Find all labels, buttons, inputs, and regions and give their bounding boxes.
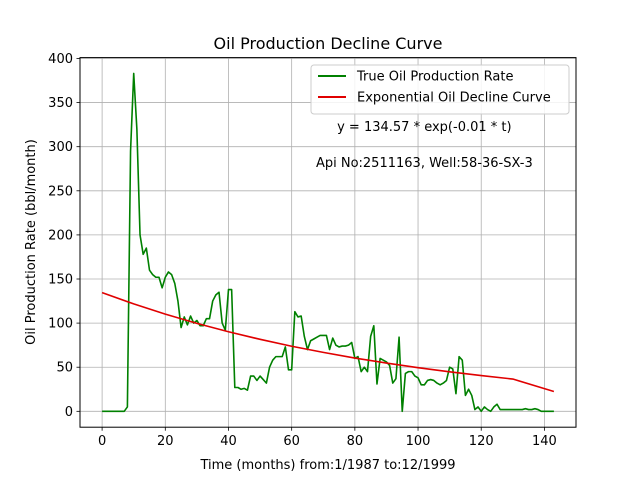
- y-tick-label: 50: [56, 361, 73, 376]
- equation-annotation: y = 134.57 * exp(-0.01 * t): [337, 120, 511, 135]
- plot-frame: [79, 57, 577, 428]
- true-production-rate-line: [102, 72, 554, 413]
- well-info-annotation: Api No:2511163, Well:58-36-SX-3: [316, 156, 533, 171]
- x-tick-label: 120: [469, 434, 494, 449]
- y-axis-label: Oil Production Rate (bbl/month): [24, 139, 39, 345]
- y-tick-label: 250: [48, 184, 73, 199]
- x-axis-label: Time (months) from:1/1987 to:12/1999: [199, 458, 455, 473]
- x-tick-label: 80: [347, 434, 364, 449]
- series-layer: [101, 72, 555, 413]
- ticks: 0 20 40 60 80 100 120 140 0 50 100 150 200 250 300 350 4…: [48, 52, 557, 449]
- y-tick-label: 300: [48, 140, 73, 155]
- y-tick-label: 100: [48, 317, 73, 332]
- y-tick-label: 0: [65, 405, 73, 420]
- y-tick-label: 200: [48, 228, 73, 243]
- x-tick-label: 60: [283, 434, 300, 449]
- exponential-decline-line: [101, 291, 555, 393]
- legend-box: [310, 64, 570, 115]
- legend-label-exponential: Exponential Oil Decline Curve: [357, 91, 551, 106]
- legend: True Oil Production Rate Exponential Oil…: [310, 64, 570, 115]
- x-tick-label: 100: [406, 434, 431, 449]
- grid: [80, 57, 576, 428]
- y-tick-label: 150: [48, 273, 73, 288]
- y-tick-label: 350: [48, 96, 73, 111]
- x-tick-label: 20: [157, 434, 174, 449]
- chart-title: Oil Production Decline Curve: [214, 34, 443, 53]
- x-tick-label: 140: [532, 434, 557, 449]
- x-tick-label: 0: [98, 434, 106, 449]
- legend-label-true-rate: True Oil Production Rate: [356, 70, 513, 85]
- y-tick-label: 400: [48, 52, 73, 67]
- x-tick-label: 40: [220, 434, 237, 449]
